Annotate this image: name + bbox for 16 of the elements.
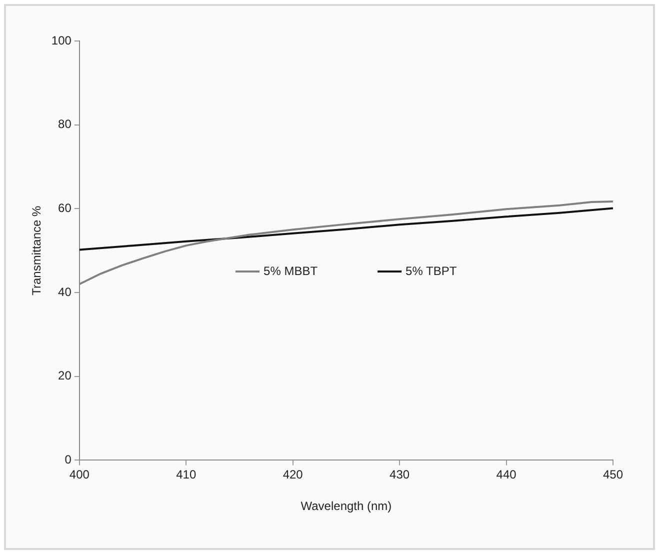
y-tick-label: 20 (58, 368, 72, 383)
x-tick-label: 440 (496, 468, 517, 482)
y-tick-label: 60 (58, 200, 72, 215)
x-tick-label: 410 (176, 468, 196, 482)
x-axis-title: Wavelength (nm) (300, 499, 392, 514)
x-tick-label: 450 (602, 468, 624, 482)
y-tick-label: 80 (58, 117, 72, 132)
y-tick-label: 40 (58, 284, 72, 299)
y-tick-label: 100 (51, 33, 72, 48)
x-tick-label: 430 (390, 468, 410, 482)
x-tick-label: 420 (282, 468, 304, 482)
y-tick-label: 0 (64, 452, 72, 467)
y-axis-title: Transmittance % (30, 205, 44, 296)
x-tick-label: 400 (69, 468, 90, 482)
legend-label: 5% TBPT (406, 264, 458, 278)
legend-label: 5% MBBT (264, 264, 318, 278)
